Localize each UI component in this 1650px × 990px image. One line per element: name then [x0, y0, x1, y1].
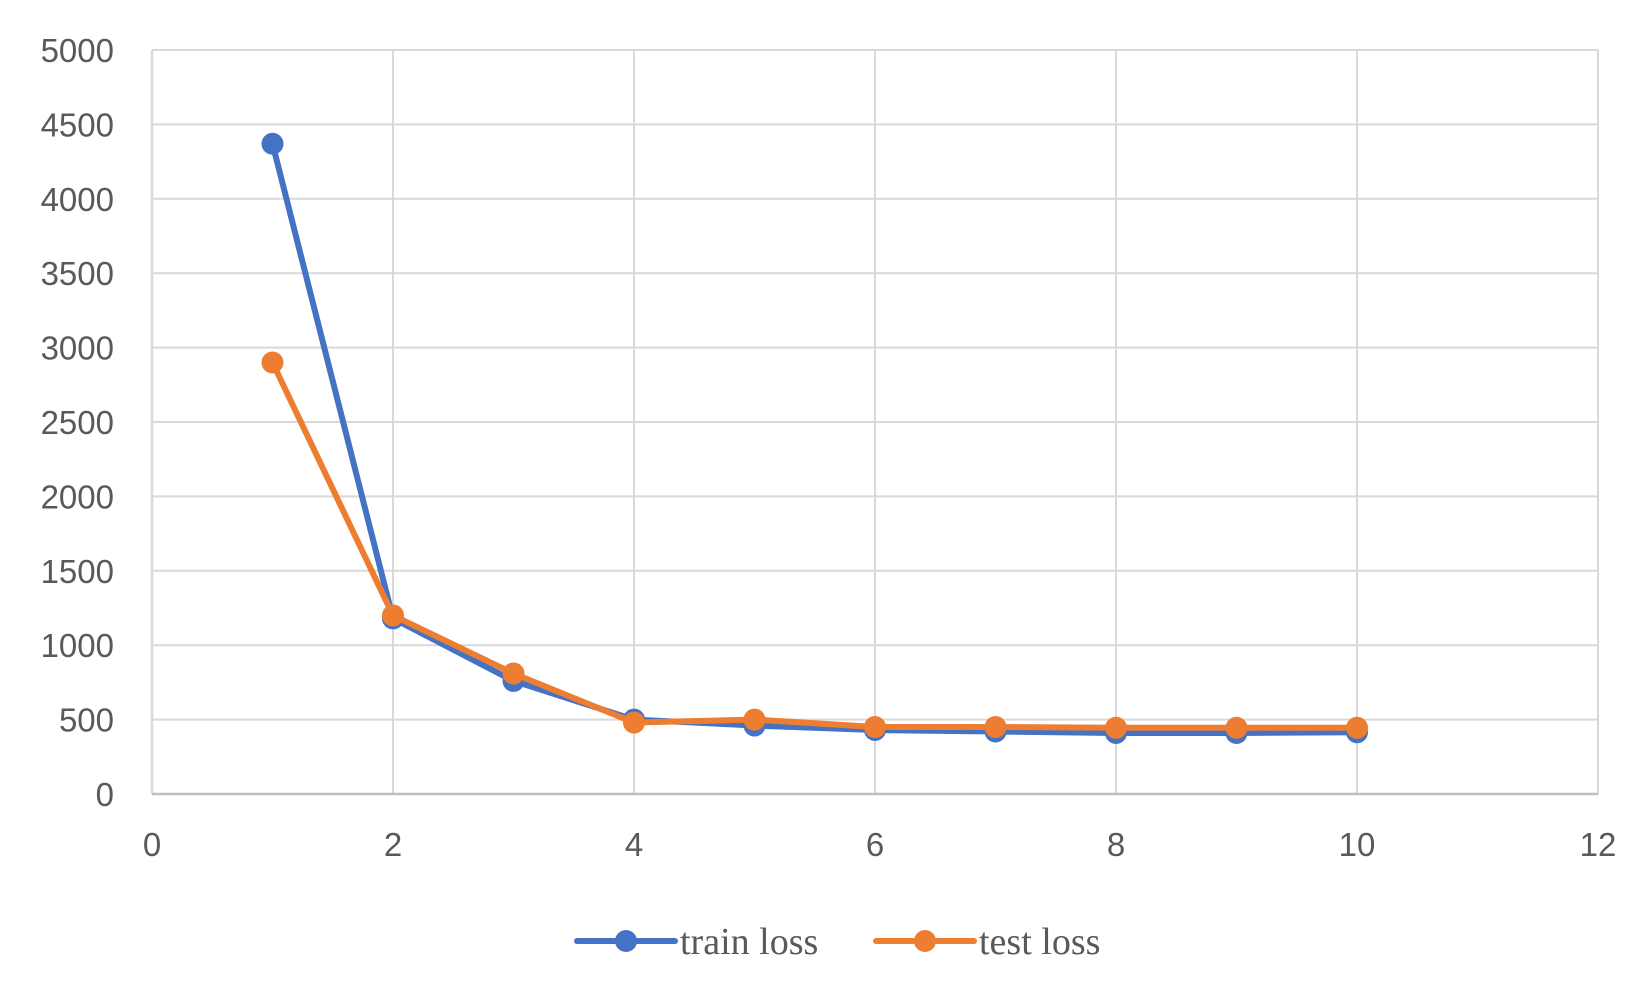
data-point	[864, 716, 886, 739]
y-tick-label: 1000	[41, 627, 114, 664]
y-tick-label: 2500	[41, 404, 114, 441]
y-tick-label: 1500	[41, 553, 114, 590]
y-tick-label: 4000	[41, 181, 114, 218]
data-point	[382, 604, 404, 627]
data-point	[623, 711, 645, 734]
y-tick-label: 5000	[41, 32, 114, 69]
legend-label: test loss	[979, 921, 1100, 963]
y-tick-label: 3000	[41, 330, 114, 367]
y-axis-tick-labels: 0 500 1000 1500 2000 2500 3000 3500 4000 4500 5000	[41, 32, 114, 813]
legend-marker	[615, 930, 637, 952]
data-point	[502, 662, 525, 685]
y-tick-label: 2000	[41, 478, 114, 515]
series-test-loss	[261, 351, 1368, 739]
y-tick-label: 4500	[41, 106, 114, 143]
legend: train loss test loss	[574, 921, 1100, 963]
legend-item: train loss	[574, 921, 818, 963]
data-point	[1346, 716, 1368, 739]
legend-label: train loss	[680, 921, 818, 963]
x-tick-label: 6	[866, 826, 884, 863]
y-tick-label: 500	[59, 702, 114, 739]
x-axis-tick-labels: 0 2 4 6 8 10 12	[143, 826, 1617, 863]
data-series	[261, 132, 1368, 744]
data-point	[984, 716, 1007, 739]
series-line	[269, 140, 1360, 736]
data-point	[261, 351, 284, 374]
data-point	[1225, 716, 1248, 739]
x-tick-label: 12	[1580, 826, 1617, 863]
data-point	[1105, 716, 1127, 739]
x-tick-label: 10	[1339, 826, 1376, 863]
data-point	[743, 708, 766, 731]
x-tick-label: 0	[143, 826, 161, 863]
y-tick-label: 3500	[41, 255, 114, 292]
series-line	[269, 359, 1360, 731]
data-point	[261, 132, 284, 155]
x-tick-label: 2	[384, 826, 402, 863]
x-tick-label: 8	[1107, 826, 1125, 863]
gridlines	[152, 49, 1599, 794]
axes	[150, 50, 1598, 796]
x-tick-label: 4	[625, 826, 643, 863]
legend-item: test loss	[873, 921, 1100, 963]
legend-marker	[914, 930, 936, 952]
y-tick-label: 0	[96, 776, 114, 813]
